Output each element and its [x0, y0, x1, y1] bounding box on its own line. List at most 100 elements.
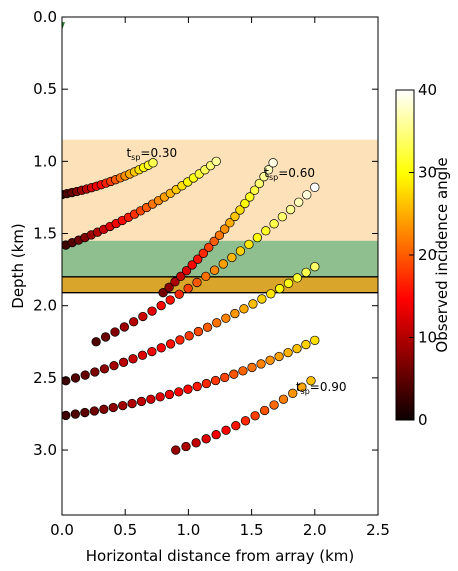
- time-annotation-2: tsp=0.60: [264, 166, 315, 182]
- data-point: [214, 230, 225, 240]
- data-point: [100, 332, 111, 342]
- data-point: [235, 246, 246, 256]
- data-point: [127, 398, 137, 409]
- data-point: [260, 405, 270, 416]
- data-point: [220, 372, 230, 383]
- ray-series-7: [171, 376, 316, 455]
- colorbar-ticks: 0 10 20 30 40: [409, 81, 437, 429]
- data-point: [220, 224, 230, 234]
- data-point: [198, 248, 208, 258]
- colorbar-tick-label: 0: [418, 411, 428, 429]
- data-point: [259, 172, 269, 182]
- data-point: [174, 387, 184, 397]
- x-axis-label: Horizontal distance from array (km): [86, 547, 354, 565]
- data-point: [221, 425, 231, 435]
- data-point: [158, 288, 168, 298]
- data-point: [292, 273, 302, 283]
- data-point: [210, 375, 221, 386]
- data-point: [136, 396, 147, 407]
- data-point: [202, 322, 213, 332]
- data-point: [118, 357, 129, 367]
- x-tick-label: 2.5: [366, 521, 390, 539]
- data-point: [252, 232, 263, 243]
- data-point: [175, 335, 185, 345]
- ray-series-6: [62, 335, 320, 421]
- colorbar-tick-label: 20: [418, 246, 437, 264]
- data-point: [192, 381, 202, 392]
- data-point: [176, 271, 186, 281]
- ray-points: [62, 22, 320, 455]
- data-point: [238, 366, 248, 376]
- data-point: [184, 331, 194, 341]
- data-point: [90, 367, 100, 377]
- data-point: [62, 410, 71, 421]
- data-point: [274, 351, 284, 362]
- data-point: [204, 242, 214, 253]
- data-point: [170, 277, 180, 287]
- ray-series-3: [158, 158, 278, 298]
- depth-band-2: [62, 276, 378, 293]
- data-point: [302, 190, 312, 200]
- data-point: [268, 158, 278, 168]
- y-tick-label: 2.5: [33, 369, 57, 387]
- data-point: [193, 254, 203, 264]
- data-point: [212, 318, 222, 328]
- y-tick-label: 0.0: [33, 8, 57, 26]
- data-point: [257, 294, 267, 304]
- data-point: [244, 239, 254, 250]
- data-point: [108, 402, 118, 413]
- data-point: [285, 204, 296, 215]
- data-point: [254, 178, 264, 189]
- axis-ticks: 0.0 0.5 1.0 1.5 2.0 2.5 0.0 0.5 1.0 1.5 2.0 2.5 3.0: [33, 8, 390, 539]
- data-point: [187, 260, 197, 270]
- data-point: [174, 289, 184, 299]
- data-point: [239, 304, 249, 314]
- depth-band-1: [62, 240, 378, 277]
- data-point: [181, 266, 192, 276]
- data-point: [191, 438, 201, 448]
- data-point: [138, 311, 148, 322]
- data-point: [247, 362, 257, 373]
- data-point: [230, 211, 240, 222]
- data-point: [164, 389, 175, 400]
- data-point: [292, 343, 302, 354]
- data-point: [193, 326, 204, 337]
- data-point: [283, 278, 294, 288]
- data-point: [164, 282, 174, 292]
- plot-frame: [61, 16, 379, 516]
- data-point: [227, 252, 237, 263]
- data-point: [147, 346, 157, 357]
- data-point: [256, 359, 266, 369]
- data-point: [297, 382, 307, 392]
- data-point: [306, 376, 316, 386]
- data-point: [240, 198, 250, 209]
- annotations: tsp=0.30 tsp=0.60 tsp=0.90: [126, 146, 346, 396]
- data-point: [221, 313, 231, 323]
- x-tick-label: 2.0: [303, 521, 327, 539]
- data-point: [137, 350, 148, 360]
- data-point: [294, 197, 304, 207]
- data-point: [261, 226, 271, 236]
- y-axis-label: Depth (km): [9, 223, 27, 308]
- data-point: [249, 185, 260, 195]
- data-point: [201, 434, 211, 444]
- data-point: [183, 283, 193, 294]
- time-annotation-3: tsp=0.90: [296, 380, 347, 396]
- data-point: [62, 376, 71, 386]
- data-point: [310, 182, 320, 192]
- data-point: [165, 295, 175, 305]
- data-point: [110, 327, 120, 337]
- data-point: [147, 306, 157, 316]
- data-point: [301, 339, 311, 350]
- data-point: [218, 259, 228, 269]
- data-point: [229, 369, 239, 379]
- data-point: [201, 271, 211, 282]
- data-point: [301, 267, 311, 278]
- data-point: [183, 384, 193, 394]
- data-point: [156, 343, 166, 353]
- data-point: [155, 392, 165, 402]
- y-tick-label: 3.0: [33, 441, 57, 459]
- data-point: [192, 277, 202, 288]
- data-point: [91, 337, 101, 347]
